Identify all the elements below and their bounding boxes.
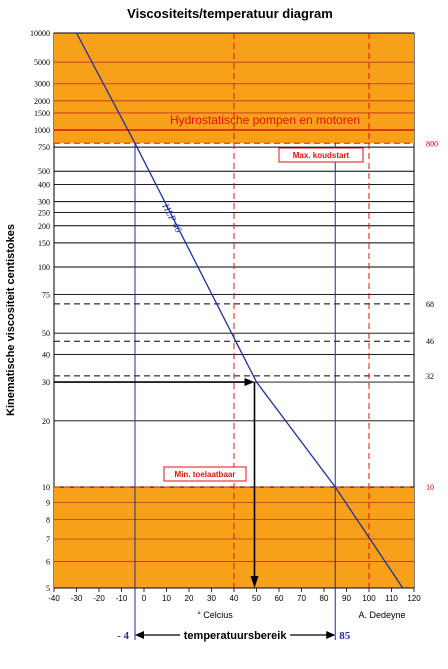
y-tick-label: 1000 (34, 126, 50, 135)
range-arrow-left-head (135, 631, 144, 639)
y-tick-label: 100 (38, 263, 50, 272)
range-arrow-right-head (326, 631, 336, 639)
x-tick-label: 40 (230, 594, 239, 603)
y-tick-label: 300 (38, 198, 50, 207)
y-tick-label: 400 (38, 181, 50, 190)
x-tick-label: 70 (297, 594, 306, 603)
chart-title: Viscositeits/temperatuur diagram (127, 6, 333, 21)
y-tick-label: 3000 (34, 80, 50, 89)
y-axis-label: Kinematische viscositeit centistokes (5, 224, 17, 416)
y-tick-label: 30 (42, 378, 50, 387)
x-tick-label: 10 (162, 594, 171, 603)
x-tick-label: -20 (93, 594, 105, 603)
x-tick-label: 20 (185, 594, 194, 603)
arrow-head-down (250, 576, 259, 588)
author-label: A. Dedeyne (358, 610, 405, 620)
right-reference-label: 68 (426, 300, 434, 309)
min-toelaatbaar-box (163, 466, 247, 482)
x-tick-label: -30 (71, 594, 83, 603)
x-tick-label: 60 (275, 594, 284, 603)
x-axis-label: ° Celcius (197, 610, 233, 620)
range-label-middle: temperatuursbereik (184, 630, 288, 642)
y-tick-label: 9 (46, 498, 50, 507)
x-tick-label: 80 (320, 594, 329, 603)
y-tick-label: 10000 (30, 29, 50, 38)
y-tick-label: 500 (38, 167, 50, 176)
vertical-gridlines (233, 33, 370, 588)
range-label-bg (180, 627, 291, 642)
y-tick-label: 20 (42, 417, 50, 426)
y-tick-label: 40 (42, 351, 50, 360)
x-tick-label: -40 (48, 594, 60, 603)
hydrostatic-label: Hydrostatische pompen en motoren (170, 113, 360, 127)
right-reference-label: 10 (426, 483, 434, 492)
annotations-layer: Hydrostatische pompen en motoren Max. kou… (54, 113, 364, 642)
y-tick-label: 10 (42, 483, 50, 492)
series-line-hlp46 (75, 32, 404, 589)
x-tick-label: 110 (385, 594, 398, 603)
min-toelaatbaar-label: Min. toelaatbaar (175, 470, 236, 479)
right-reference-label: 800 (426, 139, 438, 148)
x-tick-label: 50 (252, 594, 261, 603)
x-tick-label: -10 (116, 594, 128, 603)
y-tick-label: 7 (46, 535, 50, 544)
right-reference-labels: 800 68 46 32 10 (426, 139, 438, 492)
y-tick-label: 5000 (34, 58, 50, 67)
y-tick-label: 200 (38, 222, 50, 231)
range-label-right: 85 (339, 630, 351, 642)
y-tick-label: 5 (46, 584, 50, 593)
x-tick-label: 100 (362, 594, 376, 603)
y-tick-label: 1500 (34, 109, 50, 118)
x-tick-label: 30 (207, 594, 216, 603)
y-tick-label: 6 (46, 557, 50, 566)
range-label-left: - 4 (117, 630, 129, 642)
right-reference-label: 46 (426, 337, 434, 346)
y-tick-label: 750 (38, 143, 50, 152)
x-axis-ticks: -40 -30 -20 -10 0 10 20 30 40 50 60 70 80 90 100 110 120 (48, 588, 421, 603)
y-tick-label: 8 (46, 516, 50, 525)
arrow-head-right (244, 378, 255, 387)
y-tick-label: 50 (42, 329, 50, 338)
y-tick-label: 2000 (34, 97, 50, 106)
max-koudstart-label: Max. koudstart (293, 151, 350, 160)
x-tick-label: 0 (142, 594, 147, 603)
x-tick-label: 90 (342, 594, 351, 603)
y-tick-label: 75 (42, 290, 50, 299)
x-tick-label: 120 (407, 594, 421, 603)
y-tick-label: 150 (38, 239, 50, 248)
y-tick-label: 250 (38, 208, 50, 217)
max-koudstart-box (278, 147, 364, 163)
right-reference-label: 32 (426, 372, 434, 381)
